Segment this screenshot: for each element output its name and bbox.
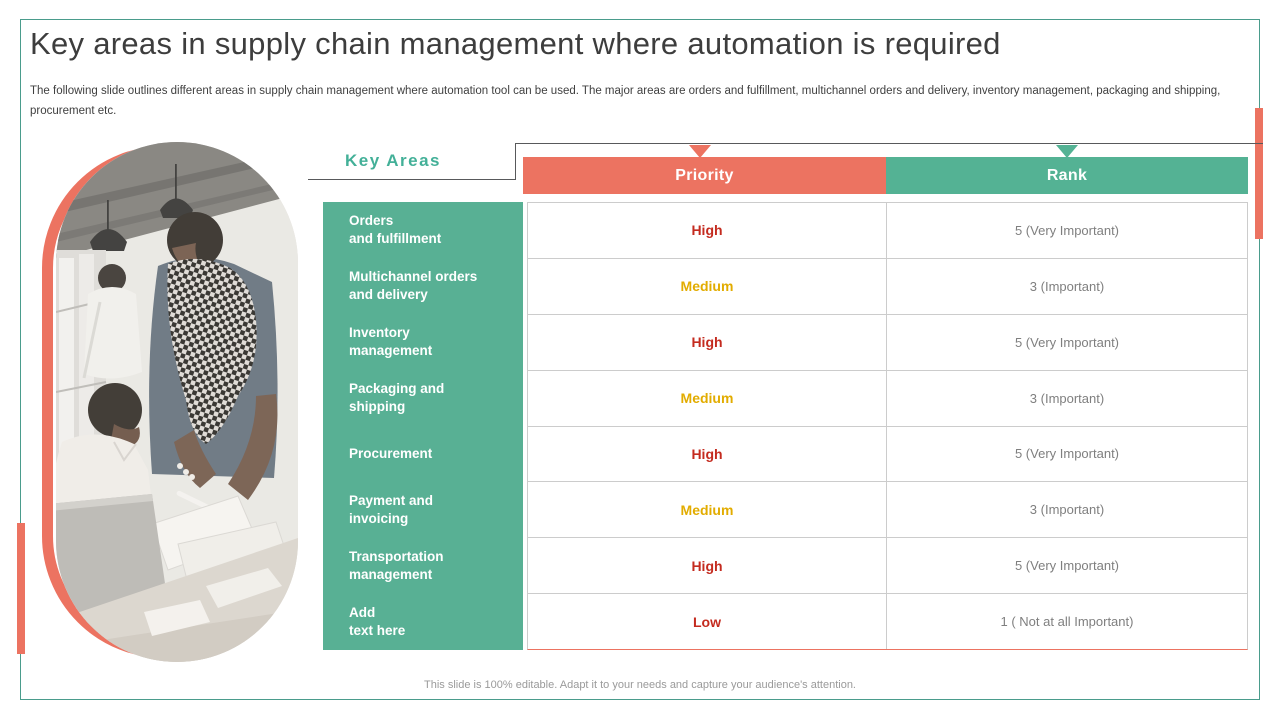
priority-column-header: Priority: [523, 157, 886, 194]
left-accent-bar: [17, 523, 25, 654]
priority-value: High: [528, 426, 887, 482]
table-row: High 5 (Very Important): [528, 538, 1247, 595]
area-label-line2: and fulfillment: [349, 231, 442, 246]
table-row: High 5 (Very Important): [528, 314, 1247, 371]
rank-pointer-triangle-icon: [1056, 145, 1078, 158]
table-row: Medium 3 (Important): [528, 482, 1247, 539]
table-row: Medium 3 (Important): [528, 258, 1247, 315]
table-row: Low 1 ( Not at all Important): [528, 594, 1247, 649]
area-label-line2: invoicing: [349, 511, 409, 526]
rank-value: 5 (Very Important): [1014, 558, 1120, 574]
area-label-line2: and delivery: [349, 287, 428, 302]
area-label-line2: management: [349, 567, 433, 582]
rank-value: 5 (Very Important): [1014, 446, 1120, 462]
priority-value: Medium: [528, 370, 887, 426]
area-label-cell: Add text here: [323, 594, 523, 650]
callout-line-vertical: [515, 143, 516, 179]
table-body: High 5 (Very Important) Medium 3 (Import…: [527, 202, 1248, 650]
priority-value: Low: [528, 594, 887, 649]
rank-column-header: Rank: [886, 157, 1248, 194]
area-label-cell: Packaging and shipping: [323, 370, 523, 426]
photo-illustration: [56, 142, 298, 662]
priority-pointer-triangle-icon: [689, 145, 711, 158]
area-label-line1: Transportation: [349, 549, 444, 564]
table-header-row: Priority Rank: [523, 157, 1248, 194]
rank-value: 5 (Very Important): [1014, 222, 1120, 238]
area-label-cell: Orders and fulfillment: [323, 202, 523, 258]
area-label-cell: Multichannel orders and delivery: [323, 258, 523, 314]
editable-note: This slide is 100% editable. Adapt it to…: [424, 679, 856, 691]
rank-value: 1 ( Not at all Important): [1000, 614, 1134, 630]
area-label-line1: Inventory: [349, 325, 410, 340]
area-label-cell: Transportation management: [323, 538, 523, 594]
area-label-line1: Multichannel orders: [349, 269, 478, 284]
rank-value: 5 (Very Important): [1014, 334, 1120, 350]
priority-value: Medium: [528, 482, 887, 538]
area-label-line1: Orders: [349, 213, 394, 228]
priority-value: High: [528, 538, 887, 594]
key-areas-label: Key Areas: [344, 151, 442, 170]
table-row: High 5 (Very Important): [528, 203, 1247, 259]
area-label-cell: Procurement: [323, 426, 523, 482]
rank-value: 3 (Important): [1029, 502, 1105, 518]
area-label-line1: Packaging and: [349, 381, 445, 396]
area-label-line1: Payment and: [349, 493, 434, 508]
callout-line-top: [515, 143, 1263, 144]
table-row: Medium 3 (Important): [528, 370, 1247, 427]
priority-value: High: [528, 203, 887, 258]
right-accent-bar: [1255, 108, 1263, 239]
area-label-cell: Inventory management: [323, 314, 523, 370]
slide-title: Key areas in supply chain management whe…: [30, 26, 1001, 61]
area-label-line1: Procurement: [349, 446, 433, 461]
priority-value: High: [528, 314, 887, 370]
area-label-line2: text here: [349, 623, 406, 638]
rank-value: 3 (Important): [1029, 390, 1105, 406]
slide-subtitle: The following slide outlines different a…: [30, 85, 1221, 117]
office-collaboration-photo: [56, 142, 298, 662]
area-label-cell: Payment and invoicing: [323, 482, 523, 538]
table-row: High 5 (Very Important): [528, 426, 1247, 483]
rank-value: 3 (Important): [1029, 278, 1105, 294]
callout-line-bottom: [308, 179, 516, 180]
priority-value: Medium: [528, 258, 887, 314]
area-label-line1: Add: [349, 605, 376, 620]
key-areas-column: Orders and fulfillment Multichannel orde…: [323, 202, 523, 650]
area-label-line2: management: [349, 343, 433, 358]
area-label-line2: shipping: [349, 399, 406, 414]
